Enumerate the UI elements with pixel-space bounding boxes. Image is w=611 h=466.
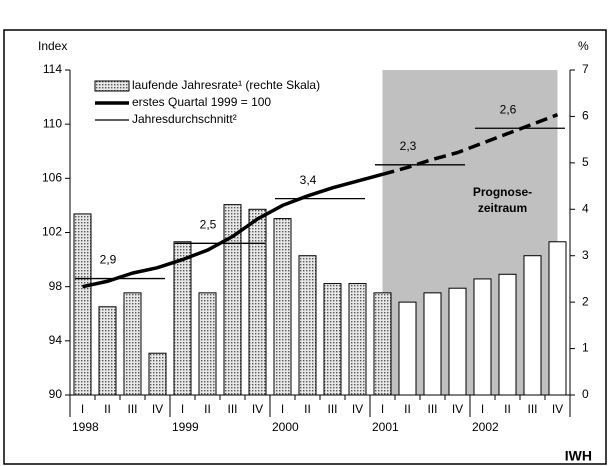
x-tick-label: III <box>427 402 437 416</box>
bar <box>423 292 442 396</box>
x-tick-label: II <box>504 402 511 416</box>
y2-tick-label: 4 <box>582 201 589 215</box>
year-label: 1999 <box>172 420 199 434</box>
annual-rate-label: 2,6 <box>500 102 517 116</box>
legend-label: Jahresdurchschnitt² <box>132 112 237 126</box>
x-tick-label: I <box>81 402 84 416</box>
forecast-label: Prognose- <box>473 185 532 199</box>
source: IWH <box>565 448 592 464</box>
year-label: 2000 <box>272 420 299 434</box>
bar <box>248 208 267 396</box>
legend-label: erstes Quartal 1999 = 100 <box>132 95 271 109</box>
x-tick-label: III <box>527 402 537 416</box>
y2-tick-label: 1 <box>582 341 589 355</box>
bar <box>498 273 517 396</box>
line <box>82 172 383 289</box>
x-tick-label: II <box>404 402 411 416</box>
bar <box>348 283 367 396</box>
bar <box>323 283 342 396</box>
y-tick-label: 110 <box>43 116 62 130</box>
bar <box>123 292 142 396</box>
bar <box>198 292 217 396</box>
x-tick-label: II <box>204 402 211 416</box>
legend-swatch <box>94 80 130 92</box>
forecast-label: zeitraum <box>478 201 527 215</box>
bar <box>398 301 417 396</box>
y-tick-label: 114 <box>43 62 62 76</box>
y2-tick-label: 0 <box>582 387 589 401</box>
bar <box>98 306 117 396</box>
x-tick-label: III <box>227 402 237 416</box>
legend-label: laufende Jahresrate¹ (rechte Skala) <box>132 78 320 92</box>
x-tick-label: II <box>304 402 311 416</box>
x-tick-label: I <box>181 402 184 416</box>
x-tick-label: IV <box>252 402 263 416</box>
bar <box>223 204 242 396</box>
x-tick-label: IV <box>452 402 463 416</box>
y2-tick-label: 3 <box>582 248 589 262</box>
bar <box>273 218 292 396</box>
annual-rate-label: 3,4 <box>300 173 317 187</box>
y-tick-label: 94 <box>49 333 63 347</box>
x-tick-label: III <box>327 402 337 416</box>
y2-tick-label: 6 <box>582 109 589 123</box>
y-axis-label: Index <box>38 39 67 53</box>
year-label: 2001 <box>372 420 399 434</box>
x-tick-label: IV <box>152 402 163 416</box>
y-tick-label: 98 <box>49 279 63 293</box>
bar <box>173 241 192 396</box>
bar <box>73 213 92 396</box>
y2-tick-label: 2 <box>582 294 589 308</box>
x-tick-label: IV <box>552 402 563 416</box>
bar <box>373 292 392 396</box>
bar <box>148 352 167 396</box>
y-tick-label: 102 <box>42 225 62 239</box>
y-tick-label: 106 <box>42 171 62 185</box>
bar <box>298 255 317 396</box>
annual-rate-label: 2,9 <box>100 253 117 267</box>
bar <box>473 278 492 396</box>
bar <box>448 287 467 396</box>
frame <box>3 29 607 465</box>
year-label: 1998 <box>72 420 99 434</box>
x-tick-label: I <box>381 402 384 416</box>
x-tick-label: II <box>104 402 111 416</box>
y2-tick-label: 5 <box>582 155 589 169</box>
bar <box>523 255 542 396</box>
y-tick-label: 90 <box>49 387 63 401</box>
x-tick-label: IV <box>352 402 363 416</box>
x-tick-label: I <box>281 402 284 416</box>
x-tick-label: I <box>481 402 484 416</box>
y2-tick-label: 7 <box>582 62 589 76</box>
annual-rate-label: 2,5 <box>200 218 217 232</box>
bar <box>548 241 567 396</box>
annual-rate-label: 2,3 <box>400 139 417 153</box>
x-tick-label: III <box>127 402 137 416</box>
y2-axis-label: % <box>578 39 589 53</box>
line-forecast <box>382 113 559 176</box>
year-label: 2002 <box>472 420 499 434</box>
